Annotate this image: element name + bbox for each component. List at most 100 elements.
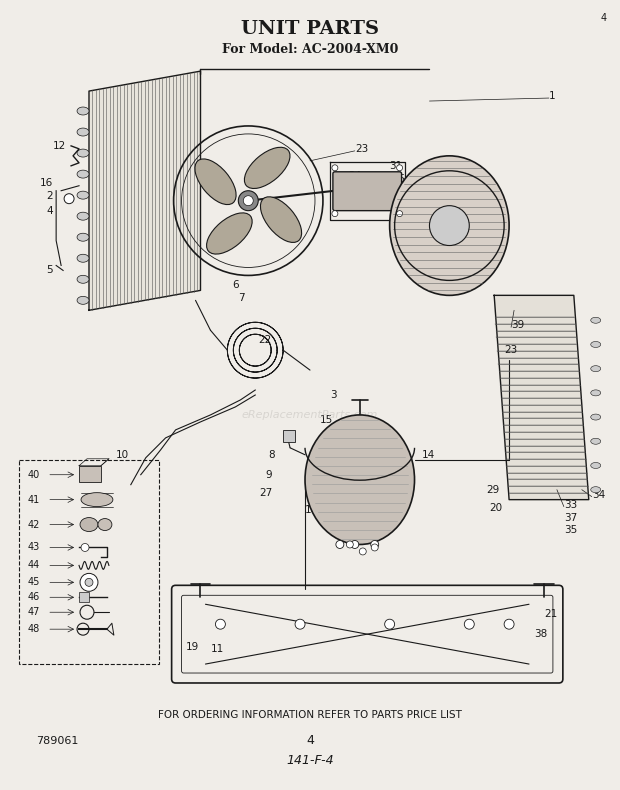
Text: 34: 34 (591, 490, 605, 499)
Circle shape (295, 619, 305, 629)
Ellipse shape (77, 107, 89, 115)
Circle shape (64, 194, 74, 204)
Text: 37: 37 (564, 513, 577, 522)
Text: 21: 21 (544, 609, 557, 619)
Ellipse shape (206, 213, 252, 254)
Circle shape (347, 541, 353, 548)
Ellipse shape (77, 170, 89, 178)
Circle shape (359, 548, 366, 555)
Circle shape (336, 540, 344, 548)
Text: 15: 15 (320, 415, 333, 425)
Text: 4: 4 (46, 205, 53, 216)
Text: 23: 23 (504, 345, 517, 356)
Ellipse shape (81, 493, 113, 506)
Ellipse shape (260, 197, 301, 243)
Polygon shape (494, 295, 589, 499)
Text: 38: 38 (534, 629, 547, 639)
Circle shape (80, 574, 98, 591)
Text: 16: 16 (40, 178, 53, 188)
FancyBboxPatch shape (333, 171, 402, 211)
Text: For Model: AC-2004-XM0: For Model: AC-2004-XM0 (222, 43, 398, 56)
Ellipse shape (77, 296, 89, 304)
Text: 18: 18 (305, 505, 318, 514)
Ellipse shape (591, 390, 601, 396)
Text: 20: 20 (489, 502, 502, 513)
Text: 43: 43 (27, 543, 40, 552)
Text: 26: 26 (415, 201, 428, 211)
Ellipse shape (591, 341, 601, 348)
Circle shape (351, 540, 359, 548)
Bar (283, 430, 295, 442)
Text: 6: 6 (232, 280, 239, 291)
Text: 3: 3 (330, 390, 337, 400)
Text: 40: 40 (27, 470, 40, 480)
Text: 29: 29 (486, 485, 500, 495)
Text: 1: 1 (549, 91, 556, 101)
Text: 12: 12 (53, 141, 66, 151)
Ellipse shape (77, 128, 89, 136)
Polygon shape (89, 71, 200, 310)
Bar (79, 466, 101, 482)
Text: 4: 4 (306, 734, 314, 747)
Ellipse shape (77, 213, 89, 220)
Ellipse shape (591, 462, 601, 468)
Text: 36: 36 (374, 475, 388, 485)
Text: 789061: 789061 (36, 735, 79, 746)
Text: 141-F-4: 141-F-4 (286, 754, 334, 767)
Ellipse shape (591, 487, 601, 493)
Ellipse shape (77, 149, 89, 157)
Circle shape (371, 540, 379, 548)
Text: 9: 9 (265, 470, 272, 480)
Circle shape (430, 205, 469, 246)
Text: 27: 27 (259, 487, 272, 498)
Text: 5: 5 (46, 265, 53, 276)
Text: 35: 35 (564, 525, 577, 535)
Text: FOR ORDERING INFORMATION REFER TO PARTS PRICE LIST: FOR ORDERING INFORMATION REFER TO PARTS … (158, 710, 462, 720)
Circle shape (332, 211, 338, 216)
Bar (79, 592, 89, 602)
Ellipse shape (77, 191, 89, 199)
Text: 24: 24 (348, 171, 361, 181)
Ellipse shape (305, 415, 415, 544)
Circle shape (332, 165, 338, 171)
Text: 33: 33 (564, 499, 577, 510)
Circle shape (464, 619, 474, 629)
Circle shape (215, 619, 226, 629)
Text: 42: 42 (27, 520, 40, 529)
Text: 39: 39 (511, 320, 525, 330)
Text: 19: 19 (185, 642, 199, 652)
Ellipse shape (591, 438, 601, 444)
Text: 48: 48 (27, 624, 40, 634)
Text: 13: 13 (305, 470, 318, 480)
Text: 8: 8 (268, 450, 275, 460)
Text: 47: 47 (27, 608, 40, 617)
Ellipse shape (195, 159, 236, 205)
Text: 2: 2 (46, 190, 53, 201)
Ellipse shape (98, 518, 112, 531)
Text: 45: 45 (27, 577, 40, 587)
Bar (19, 460, 159, 664)
Text: eReplacementParts.com: eReplacementParts.com (242, 410, 378, 420)
Circle shape (371, 544, 378, 551)
Ellipse shape (244, 147, 290, 189)
Circle shape (238, 190, 259, 211)
Text: 4: 4 (601, 13, 606, 24)
Circle shape (384, 619, 394, 629)
Ellipse shape (389, 156, 509, 295)
Text: 25: 25 (392, 174, 406, 184)
Circle shape (397, 165, 402, 171)
Circle shape (243, 196, 253, 205)
Circle shape (504, 619, 514, 629)
Text: 46: 46 (27, 592, 40, 602)
Text: 32: 32 (410, 179, 423, 189)
Text: 31: 31 (389, 161, 403, 171)
Text: 41: 41 (27, 495, 40, 505)
Text: 22: 22 (259, 335, 272, 345)
Ellipse shape (591, 366, 601, 371)
Ellipse shape (591, 414, 601, 420)
Circle shape (85, 578, 93, 586)
Text: 11: 11 (210, 644, 224, 654)
Circle shape (81, 544, 89, 551)
Text: 14: 14 (422, 450, 435, 460)
Text: 7: 7 (238, 293, 245, 303)
